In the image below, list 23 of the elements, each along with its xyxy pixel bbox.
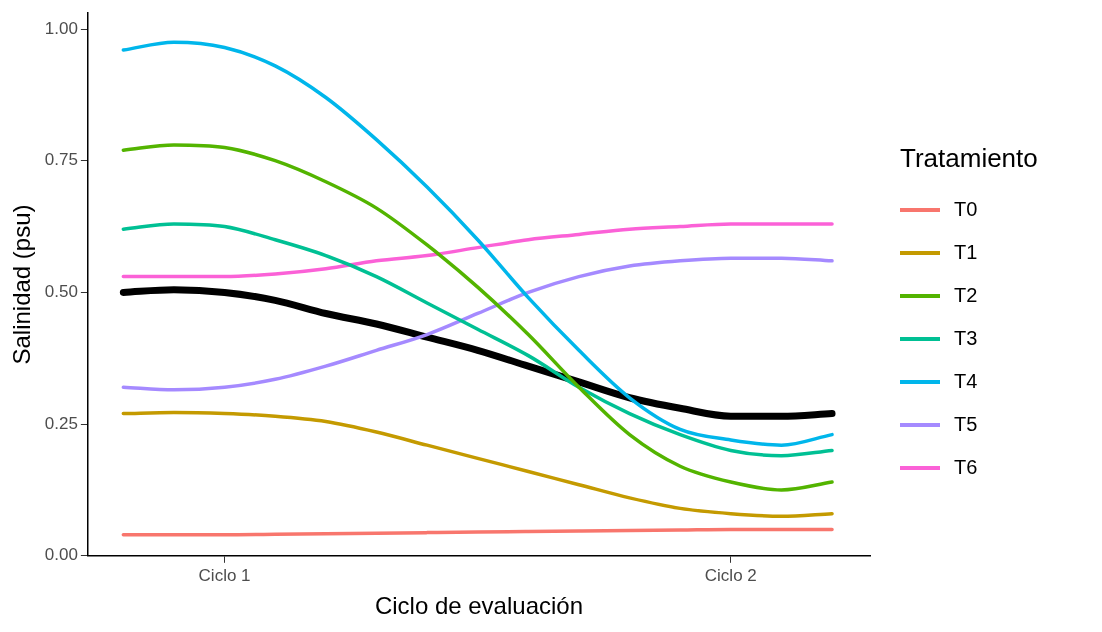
legend-label: T0 — [954, 198, 978, 221]
y-tick-label: 1.00 — [44, 18, 78, 38]
legend-label: T6 — [954, 456, 978, 479]
x-tick-label: Ciclo 1 — [198, 565, 251, 585]
y-tick-label: 0.50 — [44, 282, 78, 302]
line-series — [121, 40, 834, 447]
line-series — [121, 222, 834, 458]
x-axis-title: Ciclo de evaluación — [374, 592, 584, 620]
y-tick-label: 0.75 — [44, 150, 78, 170]
line-series — [121, 410, 834, 519]
y-tick-label: 0.25 — [44, 413, 78, 433]
line-series — [121, 222, 834, 279]
legend-label: T2 — [954, 284, 978, 307]
y-tick-label: 0.00 — [44, 545, 78, 565]
line-series — [121, 143, 834, 492]
x-tick-label: Ciclo 2 — [704, 565, 757, 585]
legend-label: T5 — [954, 413, 978, 436]
legend-label: T1 — [954, 241, 978, 264]
legend-label: T3 — [954, 327, 978, 350]
y-axis-title: Salinidad (psu) — [8, 204, 36, 365]
line-series — [121, 256, 834, 392]
legend-title: Tratamiento — [900, 143, 1038, 174]
legend-label: T4 — [954, 370, 978, 393]
